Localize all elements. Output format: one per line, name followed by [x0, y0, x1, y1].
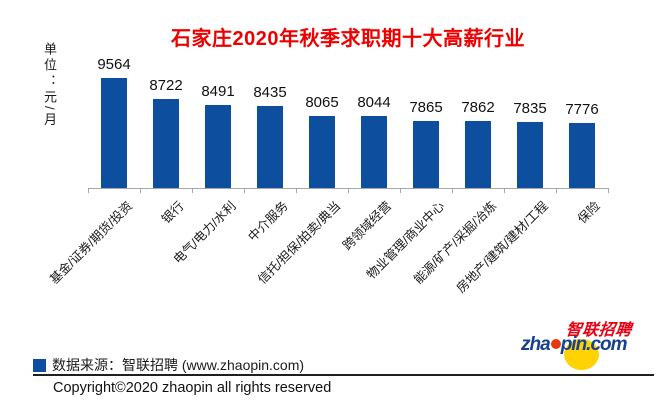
bar-value-label: 7776 — [565, 101, 599, 118]
bar — [309, 116, 335, 188]
bar-value-label: 8491 — [201, 83, 235, 100]
bar — [101, 78, 127, 188]
bar-value-label: 8044 — [357, 94, 391, 111]
logo-wordmark-suffix: pin.com — [560, 334, 628, 355]
bar — [257, 106, 283, 188]
y-axis-unit-label: 单位：元/月 — [42, 42, 57, 129]
bar-value-label: 8722 — [149, 77, 183, 94]
zhaopin-logo: zha pin.com 智联招聘 — [520, 314, 662, 372]
footer-separator-line — [33, 374, 654, 376]
x-axis-tick — [192, 188, 193, 193]
bar-value-label: 9564 — [97, 56, 131, 73]
bar-slot: 7865 — [400, 78, 452, 188]
x-axis-tick — [348, 188, 349, 193]
x-axis-tick — [296, 188, 297, 193]
bar-value-label: 7865 — [409, 99, 443, 116]
bar — [361, 116, 387, 188]
category-label: 基金/证券/期货/投资 — [46, 198, 135, 287]
x-axis-tick — [452, 188, 453, 193]
logo-wordmark-prefix: zha — [521, 334, 551, 355]
category-label: 房地产/建筑/建材/工程 — [453, 198, 551, 296]
bar — [465, 121, 491, 188]
legend: 数据来源：智联招聘 (www.zhaopin.com) — [33, 355, 304, 375]
bar-slot: 8491 — [192, 78, 244, 188]
x-axis-tick — [88, 188, 89, 193]
bar-value-label: 7835 — [513, 100, 547, 117]
logo-red-dot-icon — [550, 339, 561, 349]
bar — [153, 99, 179, 188]
bar — [205, 105, 231, 188]
logo-wordmark: zha pin.com — [521, 334, 628, 356]
logo-yellow-circle-icon — [564, 339, 599, 370]
x-axis-tick — [244, 188, 245, 193]
bar — [517, 122, 543, 188]
bar-slot: 7776 — [556, 78, 608, 188]
x-axis-tick — [140, 188, 141, 193]
bar — [413, 121, 439, 188]
logo-cjk-text: 智联招聘 — [564, 322, 633, 339]
bar-slot: 8722 — [140, 77, 192, 188]
bar-value-label: 8435 — [253, 84, 287, 101]
bar — [569, 123, 595, 188]
bar-slot: 9564 — [88, 56, 140, 188]
bar-slot: 7835 — [504, 78, 556, 188]
bar-value-label: 8065 — [305, 94, 339, 111]
legend-swatch — [33, 358, 46, 372]
plot-area: 9564 8722 8491 8435 8065 8044 7865 7862 7835 7776 — [88, 56, 608, 188]
category-label: 保险 — [575, 198, 603, 227]
bar-slot: 7862 — [452, 78, 504, 188]
bar-slot: 8044 — [348, 78, 400, 188]
chart-title: 石家庄2020年秋季求职期十大高薪行业 — [171, 28, 525, 50]
x-axis-tick — [400, 188, 401, 193]
x-axis-tick — [504, 188, 505, 193]
x-axis-tick — [556, 188, 557, 193]
category-label: 银行 — [159, 198, 187, 227]
x-axis-tick — [608, 188, 609, 193]
category-label: 中介服务 — [245, 198, 291, 245]
bar-slot: 8435 — [244, 78, 296, 188]
bar-value-label: 7862 — [461, 99, 495, 116]
legend-source-text: 数据来源：智联招聘 (www.zhaopin.com) — [52, 357, 305, 373]
bar-slot: 8065 — [296, 78, 348, 188]
copyright-text: Copyright©2020 zhaopin all rights reserv… — [53, 380, 332, 396]
